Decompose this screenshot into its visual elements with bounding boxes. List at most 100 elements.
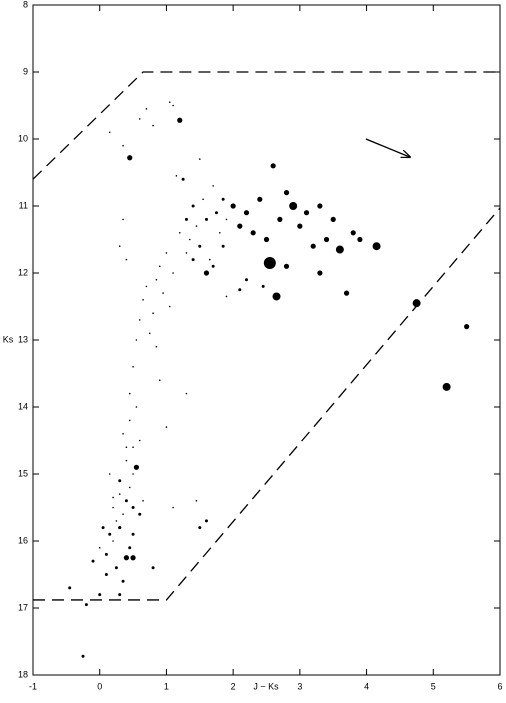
star-point: [104, 552, 108, 556]
x-tick-label: 2: [231, 681, 236, 691]
star-point: [185, 392, 188, 395]
star-point: [91, 559, 95, 563]
star-point: [130, 555, 136, 561]
star-point: [131, 506, 135, 509]
star-point: [104, 573, 108, 576]
star-point: [350, 230, 356, 236]
star-point: [289, 202, 298, 210]
star-point: [68, 586, 72, 590]
star-point: [152, 124, 154, 127]
star-point: [145, 285, 148, 288]
star-point: [118, 526, 122, 530]
star-point: [148, 332, 151, 335]
star-point: [125, 459, 128, 462]
star-point: [225, 218, 228, 221]
star-point: [162, 292, 164, 294]
star-point: [178, 232, 181, 234]
y-tick-label: 10: [18, 133, 28, 143]
star-point: [138, 118, 141, 120]
star-point: [181, 177, 185, 181]
x-axis-label: J − Ks: [253, 681, 279, 691]
star-point: [203, 270, 210, 276]
star-point: [263, 236, 270, 243]
star-point: [115, 520, 118, 522]
star-point: [464, 324, 470, 330]
star-point: [257, 196, 263, 202]
star-point: [372, 242, 381, 251]
star-point: [108, 473, 111, 475]
star-point: [81, 654, 85, 658]
x-tick-label: 4: [364, 681, 369, 691]
star-point: [208, 258, 211, 261]
star-point: [198, 158, 201, 160]
star-point: [230, 203, 236, 209]
star-point: [128, 546, 132, 550]
star-point: [172, 104, 174, 107]
star-point: [177, 117, 183, 123]
star-point: [168, 305, 171, 308]
star-point: [204, 519, 208, 523]
star-point: [283, 190, 290, 196]
star-point: [108, 131, 111, 134]
star-point: [297, 223, 303, 229]
star-point: [357, 236, 363, 243]
star-point: [412, 299, 421, 308]
x-tick-label: 5: [431, 681, 436, 691]
x-tick-label: 6: [497, 681, 502, 691]
star-point: [188, 238, 191, 241]
star-point: [195, 500, 198, 502]
star-point: [343, 290, 350, 296]
star-point: [138, 439, 141, 442]
star-point: [121, 579, 125, 583]
star-point: [123, 555, 129, 561]
star-point: [283, 263, 290, 269]
y-tick-label: 15: [18, 468, 28, 478]
boundary-line: [32, 71, 500, 180]
x-tick-label: 3: [297, 681, 302, 691]
star-point: [158, 265, 161, 268]
y-tick-label: 16: [18, 535, 28, 545]
star-point: [168, 101, 171, 103]
star-point: [243, 210, 250, 216]
x-tick-label: 0: [97, 681, 102, 691]
star-point: [128, 392, 131, 395]
y-tick-label: 13: [18, 334, 28, 344]
star-point: [118, 593, 122, 597]
y-tick-label: 12: [18, 267, 28, 277]
boundary-line: [33, 207, 501, 601]
star-point: [122, 218, 124, 221]
star-point: [84, 603, 88, 607]
star-point: [128, 419, 131, 422]
star-point: [118, 479, 122, 483]
star-point: [225, 295, 228, 298]
star-point: [122, 513, 124, 515]
y-tick-label: 11: [19, 200, 28, 210]
star-point: [330, 216, 336, 222]
star-point: [155, 278, 158, 281]
star-point: [221, 244, 225, 248]
y-axis-label: Ks: [3, 334, 14, 344]
star-point: [272, 292, 281, 301]
star-point: [214, 211, 218, 215]
star-point: [317, 203, 323, 209]
star-point: [237, 223, 243, 229]
star-point: [219, 232, 221, 234]
star-point: [152, 312, 154, 315]
star-point: [132, 473, 134, 475]
star-point: [135, 406, 138, 408]
star-point: [108, 532, 112, 536]
y-tick-label: 9: [23, 66, 28, 76]
star-point: [195, 225, 198, 227]
star-point: [175, 175, 178, 177]
y-tick-label: 17: [18, 602, 28, 612]
star-point: [198, 244, 202, 248]
star-point: [172, 506, 174, 509]
star-point: [263, 256, 276, 269]
star-point: [184, 217, 188, 221]
star-point: [142, 299, 144, 301]
star-point: [270, 163, 276, 169]
reddening-arrow: [365, 138, 410, 157]
star-point: [191, 258, 195, 262]
star-point: [277, 216, 283, 222]
